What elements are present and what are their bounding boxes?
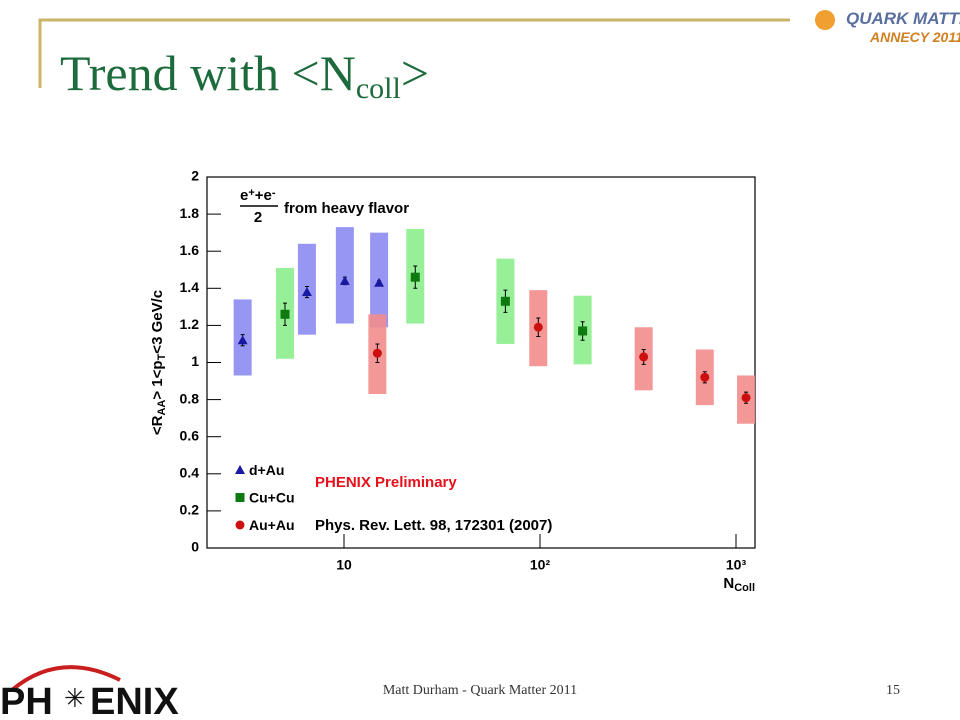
conference-logo: QUARK MATTER ANNECY 2011 bbox=[815, 9, 960, 45]
formula-numerator: e++e- bbox=[240, 187, 276, 204]
y-tick-label: 1 bbox=[191, 353, 199, 369]
logo-star: ✳ bbox=[64, 683, 86, 713]
y-tick-label: 0.8 bbox=[180, 390, 200, 406]
y-tick-label: 0.6 bbox=[180, 427, 200, 443]
text-script: coll bbox=[356, 72, 401, 105]
marker bbox=[578, 326, 588, 336]
text-part: Trend with <N bbox=[60, 45, 356, 101]
legend-marker bbox=[235, 493, 245, 502]
text-part: <3 GeV/c bbox=[149, 290, 166, 354]
text-part: > bbox=[401, 45, 429, 101]
marker bbox=[410, 272, 420, 282]
legend-label: d+Au bbox=[249, 462, 284, 478]
logo-sun bbox=[815, 10, 835, 30]
y-tick-label: 0 bbox=[191, 539, 199, 555]
legend-label: Cu+Cu bbox=[249, 490, 295, 506]
text-part: N bbox=[723, 575, 734, 592]
y-tick-label: 1.2 bbox=[180, 316, 200, 332]
y-tick-label: 1.8 bbox=[180, 205, 200, 221]
y-tick-label: 1.6 bbox=[180, 242, 200, 258]
footer: Matt Durham - Quark Matter 2011 bbox=[383, 683, 577, 698]
annotation: Phys. Rev. Lett. 98, 172301 (2007) bbox=[315, 517, 552, 534]
phenix-logo: PH ✳ ENIX bbox=[0, 665, 179, 720]
marker bbox=[372, 348, 382, 358]
marker bbox=[639, 352, 649, 362]
text-script: AA bbox=[156, 400, 168, 416]
marker bbox=[339, 275, 350, 285]
x-tick-label: 10³ bbox=[726, 557, 747, 573]
text-part: e bbox=[240, 187, 248, 204]
legend-marker bbox=[235, 520, 245, 530]
logo-right: ENIX bbox=[90, 681, 179, 720]
marker bbox=[237, 335, 248, 345]
y-tick-label: 0.2 bbox=[180, 502, 200, 518]
logo-left: PH bbox=[0, 681, 53, 720]
y-tick-label: 1.4 bbox=[180, 279, 200, 295]
text-script: - bbox=[272, 187, 276, 199]
x-tick-label: 10 bbox=[336, 557, 352, 573]
text-script: T bbox=[156, 353, 168, 360]
formula-denominator: 2 bbox=[254, 209, 262, 226]
text-part: +e bbox=[255, 187, 272, 204]
marker bbox=[741, 393, 751, 403]
legend-marker bbox=[235, 465, 245, 474]
x-axis-label: NColl bbox=[723, 575, 755, 594]
text-script: + bbox=[248, 187, 254, 199]
formula-text: from heavy flavor bbox=[284, 200, 409, 217]
logo-title: QUARK MATTER bbox=[846, 9, 960, 28]
annotation: PHENIX Preliminary bbox=[315, 474, 457, 491]
marker bbox=[500, 296, 510, 306]
page-number: 15 bbox=[886, 683, 900, 698]
marker bbox=[700, 372, 710, 382]
sys-box bbox=[335, 227, 354, 324]
marker bbox=[280, 309, 290, 319]
marker bbox=[533, 322, 543, 332]
y-tick-label: 2 bbox=[191, 168, 199, 184]
title-bracket bbox=[38, 18, 790, 88]
logo-subtitle: ANNECY 2011 bbox=[869, 29, 960, 45]
marker bbox=[374, 277, 385, 287]
text-part: <R bbox=[149, 415, 166, 435]
logo-arc bbox=[10, 665, 121, 692]
legend-label: Au+Au bbox=[249, 517, 295, 533]
marker bbox=[301, 287, 312, 297]
x-tick-label: 10² bbox=[530, 557, 551, 573]
y-tick-label: 0.4 bbox=[180, 465, 200, 481]
text-script: Coll bbox=[734, 582, 755, 594]
text-part: > 1<p bbox=[149, 360, 166, 399]
y-axis-label: <RAA> 1<pT<3 GeV/c bbox=[149, 290, 168, 435]
slide-title: Trend with <Ncoll> bbox=[60, 45, 429, 105]
